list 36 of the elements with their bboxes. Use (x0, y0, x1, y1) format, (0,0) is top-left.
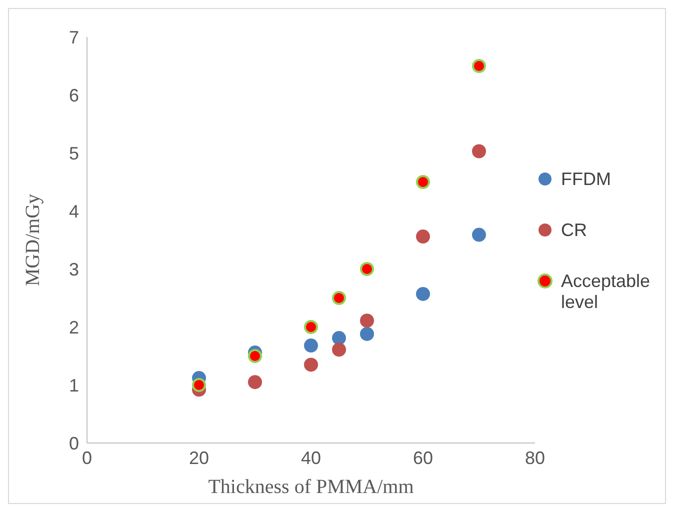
x-axis-title: Thickness of PMMA/mm (208, 476, 414, 498)
point (416, 175, 430, 189)
point (472, 144, 486, 158)
point (192, 378, 206, 392)
y-axis-title: MGD/mGy (22, 194, 44, 286)
y-tick-label: 4 (68, 201, 79, 222)
legend-label: Acceptable level (561, 271, 652, 313)
x-tick-label: 20 (188, 448, 210, 468)
y-tick-label: 5 (68, 143, 79, 164)
point (416, 230, 430, 244)
y-tick-label: 1 (68, 375, 79, 396)
point (248, 349, 262, 363)
y-tick-label: 2 (68, 317, 79, 338)
point (304, 338, 318, 353)
point (472, 59, 486, 73)
point (360, 314, 374, 328)
y-tick-label: 6 (68, 85, 79, 106)
y-tick-label: 7 (68, 27, 79, 48)
point (472, 228, 486, 242)
legend-label: CR (561, 220, 587, 241)
point (332, 291, 346, 305)
point (304, 358, 318, 372)
legend-label: FFDM (561, 169, 611, 190)
y-tick-label: 3 (68, 259, 79, 280)
point (416, 286, 430, 301)
x-tick-label: 80 (524, 448, 546, 468)
x-tick-label: 0 (82, 448, 92, 468)
y-tick-label: 0 (68, 433, 79, 454)
point (304, 320, 318, 334)
x-tick-label: 60 (412, 448, 434, 468)
point (248, 375, 262, 390)
x-tick-label: 40 (300, 448, 322, 468)
point (332, 331, 346, 346)
point (360, 326, 374, 341)
point (360, 262, 374, 276)
point (332, 342, 346, 357)
